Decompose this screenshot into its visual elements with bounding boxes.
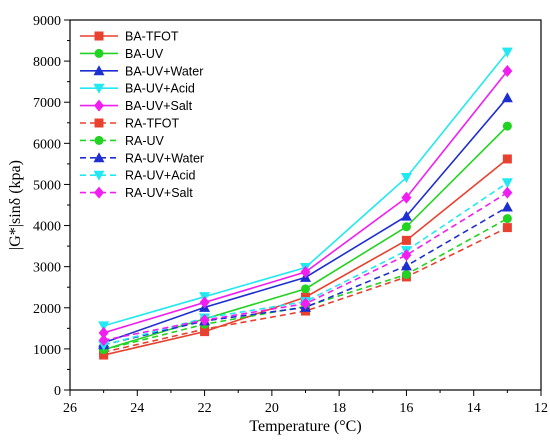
data-point	[401, 191, 412, 204]
legend-entry: BA-UV	[80, 47, 164, 61]
legend-entry: RA-UV+Water	[80, 151, 204, 165]
legend-label: RA-UV+Acid	[125, 169, 196, 183]
series-6	[99, 214, 512, 355]
x-tick-label: 24	[130, 401, 144, 416]
y-tick-label: 0	[54, 384, 61, 399]
x-axis-title: Temperature (°C)	[249, 418, 361, 435]
data-point	[300, 297, 311, 310]
data-point	[98, 321, 110, 332]
data-point	[501, 47, 513, 58]
data-point	[400, 172, 412, 183]
legend-marker	[94, 186, 104, 199]
data-point	[502, 214, 512, 224]
data-point	[301, 284, 310, 294]
legend-marker	[94, 48, 104, 58]
legend-entry: BA-UV+Salt	[80, 99, 193, 113]
data-point	[501, 178, 513, 189]
legend-marker	[94, 118, 104, 128]
legend-label: RA-UV+Water	[125, 151, 204, 165]
data-point	[502, 186, 513, 199]
x-tick-label: 12	[534, 401, 548, 416]
data-point	[200, 324, 210, 334]
y-tick-label: 7000	[33, 96, 61, 111]
legend-marker	[93, 83, 105, 94]
x-tick-label: 16	[399, 401, 413, 416]
legend-marker	[93, 170, 105, 181]
legend-marker	[93, 152, 105, 163]
y-tick-label: 9000	[33, 14, 61, 29]
series-layer	[98, 47, 513, 360]
data-point	[502, 64, 513, 77]
series-line	[103, 217, 508, 351]
series-line	[103, 226, 508, 353]
data-point	[501, 201, 513, 212]
legend-marker	[94, 135, 104, 145]
y-tick-label: 3000	[33, 261, 61, 276]
legend-entry: RA-UV	[80, 134, 165, 148]
data-point	[501, 92, 513, 103]
data-point	[401, 249, 412, 262]
legend-entry: BA-UV+Water	[80, 64, 203, 78]
y-tick-label: 1000	[33, 343, 61, 358]
legend-label: BA-UV+Salt	[125, 99, 193, 113]
data-point	[401, 235, 411, 245]
data-point	[300, 266, 311, 279]
data-point	[98, 334, 109, 347]
y-tick-label: 8000	[33, 55, 61, 70]
data-point	[98, 326, 109, 339]
legend-label: BA-UV+Water	[125, 64, 203, 78]
x-tick-label: 20	[265, 401, 279, 416]
legend-entry: RA-UV+Salt	[80, 186, 193, 200]
legend: BA-TFOT BA-UV BA-UV+Water BA-UV+Acid BA-UV+S…	[80, 30, 204, 200]
data-point	[199, 314, 210, 327]
legend-entry: BA-UV+Acid	[80, 82, 195, 96]
data-point	[301, 292, 310, 302]
x-tick-label: 22	[198, 401, 212, 416]
x-tick-label: 18	[332, 401, 346, 416]
legend-entry: BA-TFOT	[80, 30, 179, 44]
legend-label: RA-UV	[125, 134, 165, 148]
legend-entry: RA-UV+Acid	[80, 169, 196, 183]
legend-label: RA-TFOT	[125, 117, 180, 131]
legend-marker	[94, 31, 104, 41]
legend-label: RA-UV+Salt	[125, 186, 193, 200]
data-point	[400, 260, 412, 271]
data-point	[502, 223, 512, 233]
data-point	[400, 210, 412, 221]
data-point	[401, 222, 411, 232]
y-axis-title: |G*|sinδ (kpa)	[7, 160, 24, 250]
legend-entry: RA-TFOT	[80, 117, 180, 131]
y-tick-label: 5000	[33, 178, 61, 193]
series-4	[98, 64, 513, 339]
axes: 26 24 22 20 18 16 14 12 0 1000 2000 3000 4000 5000 600…	[33, 14, 548, 416]
data-point	[502, 121, 512, 131]
series-9	[98, 186, 513, 347]
legend-label: BA-UV+Acid	[125, 82, 195, 96]
y-tick-label: 2000	[33, 302, 61, 317]
data-point	[401, 269, 411, 279]
legend-label: BA-UV	[125, 47, 164, 61]
series-line	[103, 182, 508, 346]
y-tick-label: 4000	[33, 220, 61, 235]
data-point	[502, 154, 512, 164]
data-point	[199, 296, 210, 309]
x-tick-label: 26	[63, 401, 77, 416]
legend-label: BA-TFOT	[125, 30, 179, 44]
x-tick-label: 14	[467, 401, 481, 416]
legend-marker	[94, 99, 104, 112]
y-tick-label: 6000	[33, 137, 61, 152]
legend-marker	[93, 65, 105, 76]
